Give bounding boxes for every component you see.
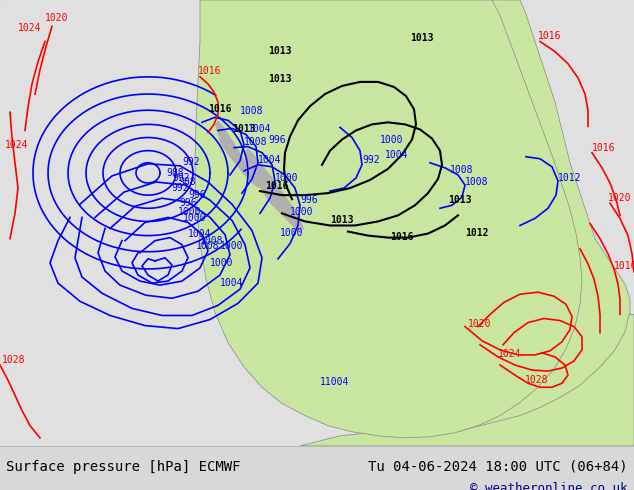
Polygon shape <box>195 0 582 438</box>
Text: 1000: 1000 <box>380 135 403 145</box>
Text: 996: 996 <box>300 195 318 205</box>
Polygon shape <box>300 315 634 446</box>
Text: 1000: 1000 <box>220 241 243 251</box>
Text: 1013: 1013 <box>410 33 434 44</box>
Text: 1008: 1008 <box>450 165 474 175</box>
Text: 1016: 1016 <box>592 143 616 153</box>
Text: 992: 992 <box>182 157 200 167</box>
Text: 1004: 1004 <box>188 228 212 239</box>
Text: 1016: 1016 <box>390 232 413 242</box>
Text: 1024: 1024 <box>498 349 522 359</box>
Text: 1000: 1000 <box>290 207 313 218</box>
Polygon shape <box>195 0 630 432</box>
Text: 996: 996 <box>188 190 205 200</box>
Text: 1016: 1016 <box>198 66 221 76</box>
Text: 996: 996 <box>268 135 286 145</box>
Text: 1013: 1013 <box>232 124 256 134</box>
Text: Tu 04-06-2024 18:00 UTC (06+84): Tu 04-06-2024 18:00 UTC (06+84) <box>368 460 628 474</box>
Text: 992: 992 <box>172 173 190 183</box>
Text: 1028: 1028 <box>2 355 25 365</box>
Text: 1020: 1020 <box>608 193 631 203</box>
Text: 1013: 1013 <box>448 195 472 205</box>
Text: 1020: 1020 <box>45 13 68 23</box>
Text: 1012: 1012 <box>465 227 489 238</box>
Text: 988: 988 <box>178 177 196 187</box>
Text: 992: 992 <box>362 155 380 165</box>
Text: 1008: 1008 <box>240 106 264 116</box>
Text: 1013: 1013 <box>268 46 292 55</box>
Text: 1016: 1016 <box>538 31 562 42</box>
Text: © weatheronline.co.uk: © weatheronline.co.uk <box>470 482 628 490</box>
Text: 1008: 1008 <box>465 177 489 187</box>
Text: 1016: 1016 <box>265 181 288 191</box>
Polygon shape <box>215 121 262 188</box>
Text: 1008: 1008 <box>244 137 268 147</box>
Text: 1008: 1008 <box>197 241 220 251</box>
Text: 1000: 1000 <box>275 173 299 183</box>
Text: 1000: 1000 <box>210 258 233 268</box>
Text: 1000: 1000 <box>178 207 202 218</box>
Text: 1004: 1004 <box>220 278 243 288</box>
Text: 1008: 1008 <box>200 236 224 245</box>
Text: 1000: 1000 <box>280 227 304 238</box>
Text: 1004: 1004 <box>385 150 408 160</box>
Text: 1020: 1020 <box>468 318 491 329</box>
Polygon shape <box>244 147 304 234</box>
Text: 1013: 1013 <box>330 216 354 225</box>
Text: Surface pressure [hPa] ECMWF: Surface pressure [hPa] ECMWF <box>6 460 240 474</box>
Text: 1016: 1016 <box>614 261 634 271</box>
Text: 1028: 1028 <box>525 375 548 385</box>
Text: 996: 996 <box>179 198 197 208</box>
Text: 1012: 1012 <box>558 173 581 183</box>
Text: 988: 988 <box>166 168 184 178</box>
Text: 1016: 1016 <box>208 104 231 114</box>
Text: 1024: 1024 <box>5 140 29 149</box>
Text: 1013: 1013 <box>268 74 292 84</box>
Text: 1024: 1024 <box>18 24 41 33</box>
Text: 992: 992 <box>171 183 189 193</box>
Text: 11004: 11004 <box>320 377 349 387</box>
Text: 1000: 1000 <box>183 214 207 223</box>
Text: 1004: 1004 <box>248 124 271 134</box>
Text: 1004: 1004 <box>258 155 281 165</box>
